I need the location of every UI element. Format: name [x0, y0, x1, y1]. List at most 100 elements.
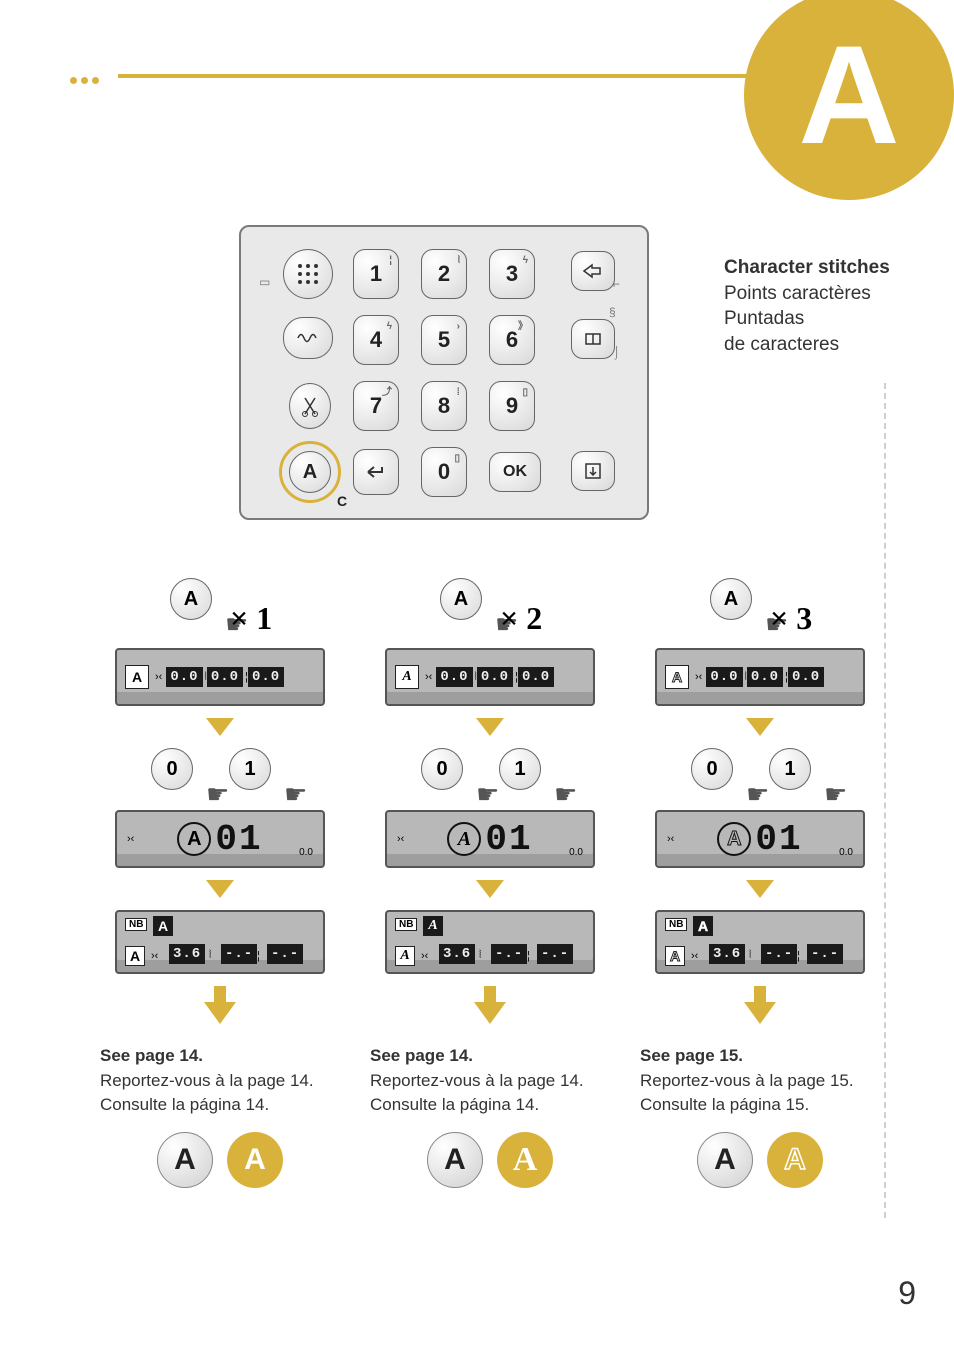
lcd-display-2: ›‹ A 01 0.0 — [115, 810, 325, 868]
key-0[interactable]: 0▯ — [421, 447, 467, 497]
lcd-glyph-left: A — [125, 946, 145, 966]
lcd-display-3: NB A A ›‹ 3.6 ⦚ -.- ¦ -.- — [385, 910, 595, 974]
hand-icon: ☚ — [554, 779, 577, 810]
caption-fr: Reportez-vous à la page 14. — [100, 1069, 314, 1094]
key-a[interactable]: A — [289, 451, 331, 493]
key-8[interactable]: 8⁞ — [421, 381, 467, 431]
header-rule — [118, 74, 804, 78]
save-icon — [583, 461, 603, 481]
lcd-glyph: A — [125, 665, 149, 689]
press-1-button: 1☚ — [499, 748, 559, 798]
lcd-seg: -.- — [537, 944, 573, 964]
triangle-down-icon — [206, 718, 234, 736]
multiplier-label: × 3 — [770, 600, 812, 637]
tension-icon: ¦ — [797, 950, 800, 962]
enter-bottom-button[interactable] — [571, 319, 615, 359]
lcd-seg: 0.0 — [747, 667, 783, 687]
press-0-button: 0☚ — [151, 748, 211, 798]
card-icon: ▭ — [259, 275, 270, 289]
result-gold-circle: A — [767, 1132, 823, 1188]
page-number: 9 — [898, 1275, 916, 1312]
button-pair: 0☚ 1☚ — [691, 748, 829, 798]
lcd-seg: -.- — [267, 944, 303, 964]
key-5[interactable]: 5› — [421, 315, 467, 365]
lcd-display-1: A ›‹ 0.0 ⦚ 0.0 ¦ 0.0 — [655, 648, 865, 706]
key-9[interactable]: 9▯ — [489, 381, 535, 431]
key-0-small[interactable]: 0 — [151, 748, 193, 790]
key-a-small[interactable]: A — [440, 578, 482, 620]
hook-icon: ⌡ — [613, 345, 620, 359]
key-6[interactable]: 6》 — [489, 315, 535, 365]
length-icon: ⦚ — [479, 949, 481, 962]
section-letter: A — [798, 25, 899, 165]
arrow-down-icon — [746, 986, 774, 1026]
key-0-small[interactable]: 0 — [691, 748, 733, 790]
lcd-display-3: NB A A ›‹ 3.6 ⦚ -.- ¦ -.- — [655, 910, 865, 974]
press-1-button: 1☚ — [769, 748, 829, 798]
arrow-down-icon: .arrow-down::before{background:#d9b23b}.… — [206, 986, 234, 1026]
coil-button[interactable] — [283, 317, 333, 359]
captions: See page 14. Reportez-vous à la page 14.… — [100, 1044, 314, 1118]
key-3[interactable]: 3ϟ — [489, 249, 535, 299]
result-row: A A — [697, 1132, 823, 1188]
caption-es: Consulte la página 14. — [100, 1093, 314, 1118]
caption-es: Consulte la página 15. — [640, 1093, 854, 1118]
key-1-small[interactable]: 1 — [499, 748, 541, 790]
step-column: A ☚ × 2 A ›‹ 0.0 ⦚ 0.0 ¦ 0.0 0☚ 1☚ ›‹ A … — [370, 578, 610, 1188]
step-column: A ☚ × 1 A ›‹ 0.0 ⦚ 0.0 ¦ 0.0 0☚ 1☚ ›‹ A … — [100, 578, 340, 1188]
press-1-button: 1☚ — [229, 748, 289, 798]
title-fr: Points caractères — [724, 281, 914, 307]
hand-icon: ☚ — [284, 779, 307, 810]
back-button[interactable] — [353, 449, 399, 495]
key-2[interactable]: 2⦚ — [421, 249, 467, 299]
width-icon: ›‹ — [425, 671, 432, 683]
nb-tag: NB — [395, 918, 417, 931]
arrow-down-icon — [476, 986, 504, 1026]
press-a-button: A ☚ — [710, 578, 770, 628]
keypad-panel: ▭ 1¦ 2⦚ 3ϟ ⌐ § 4ϟ 5› 6》 ⌡ 7⤴ 8⁞ 9▯ A C 0… — [239, 225, 649, 520]
press-0-button: 0☚ — [421, 748, 481, 798]
key-1[interactable]: 1¦ — [353, 249, 399, 299]
lcd-seg: -.- — [221, 944, 257, 964]
width-icon: ›‹ — [155, 671, 162, 683]
lcd-display-2: ›‹ A 01 0.0 — [385, 810, 595, 868]
section-letter-badge: A — [744, 0, 954, 200]
key-0-small[interactable]: 0 — [421, 748, 463, 790]
result-grey-circle: A — [427, 1132, 483, 1188]
result-row: A A — [157, 1132, 283, 1188]
nb-tag: NB — [665, 918, 687, 931]
lcd-seg: 3.6 — [709, 944, 745, 964]
press-a-button: A ☚ — [170, 578, 230, 628]
width-icon: ›‹ — [421, 950, 428, 962]
key-4[interactable]: 4ϟ — [353, 315, 399, 365]
grid-icon — [295, 261, 321, 287]
captions: See page 14. Reportez-vous à la page 14.… — [370, 1044, 584, 1118]
key-a-small[interactable]: A — [170, 578, 212, 620]
captions: See page 15. Reportez-vous à la page 15.… — [640, 1044, 854, 1118]
save-button[interactable] — [571, 451, 615, 491]
vertical-divider — [884, 383, 886, 1218]
lcd-glyph-top: A — [153, 916, 173, 936]
lcd-glyph: A — [665, 665, 689, 689]
lcd-seg: 0.0 — [706, 667, 742, 687]
button-pair: 0☚ 1☚ — [421, 748, 559, 798]
key-1-small[interactable]: 1 — [769, 748, 811, 790]
caption-fr: Reportez-vous à la page 14. — [370, 1069, 584, 1094]
lcd-seg: 0.0 — [166, 667, 202, 687]
lcd-seg: 0.0 — [207, 667, 243, 687]
back-icon — [364, 463, 388, 481]
tension-icon: ¦ — [527, 950, 530, 962]
width-icon: ›‹ — [667, 833, 674, 845]
scissors-button[interactable] — [289, 383, 331, 429]
ok-button[interactable]: OK — [489, 452, 541, 492]
lcd-display-1: A ›‹ 0.0 ⦚ 0.0 ¦ 0.0 — [115, 648, 325, 706]
key-7[interactable]: 7⤴ — [353, 381, 399, 431]
grid-button[interactable] — [283, 249, 333, 299]
hand-icon: ☚ — [206, 779, 229, 810]
length-icon: ⦚ — [749, 949, 751, 962]
lcd-seg: 0.0 — [477, 667, 513, 687]
key-a-small[interactable]: A — [710, 578, 752, 620]
key-1-small[interactable]: 1 — [229, 748, 271, 790]
enter-top-button[interactable] — [571, 251, 615, 291]
circle-glyph: A — [177, 822, 211, 856]
